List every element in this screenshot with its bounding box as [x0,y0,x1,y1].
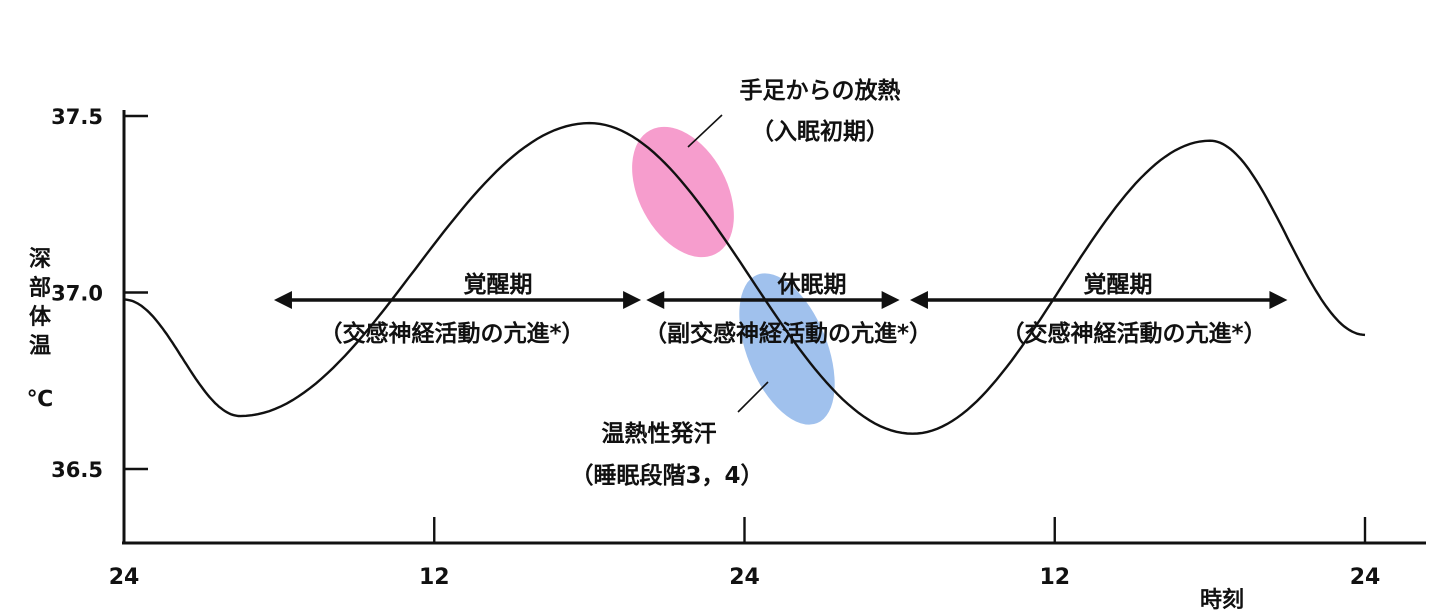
x-tick-label-3: 24 [729,565,760,590]
x-tick-label-4: 12 [1039,565,1070,590]
heat-release-label: 手足からの放熱 [740,77,901,104]
y-axis-char-2: 部 [29,275,51,301]
heat-release-sub: （入眠初期） [751,118,889,145]
y-tick-label-1: 37.5 [51,105,103,129]
phase-note-1: （交感神経活動の亢進*） [319,320,584,347]
phase-arrow-head-left-1 [273,291,292,309]
body-temperature-curve [124,121,1366,435]
phase-label-1: 覚醒期 [464,272,533,298]
y-axis-unit: ℃ [27,387,54,412]
phase-arrow-head-right-1 [623,291,642,309]
heat-release-highlight [632,126,734,258]
y-tick-label-2: 37.0 [51,282,103,306]
sweating-leader [737,381,769,413]
phase-note-2: （副交感神経活動の亢進*） [644,320,932,347]
phase-label-2: 休眠期 [777,272,847,298]
x-tick-label-5: 24 [1350,565,1381,590]
phase-arrow-head-left-3 [909,291,928,309]
y-axis-char-1: 深 [29,247,51,272]
sweating-sub: （睡眠段階3，4） [570,462,763,489]
heat-release-leader [687,114,723,148]
x-axis-title: 時刻 [1200,587,1244,613]
y-axis-char-3: 体 [29,305,52,330]
phase-arrow-head-right-3 [1269,291,1288,309]
x-tick-label-2: 12 [419,565,450,590]
phase-arrow-head-right-2 [881,291,900,309]
phase-label-3: 覚醒期 [1084,272,1153,298]
y-tick-label-3: 36.5 [51,458,103,482]
phase-arrow-head-left-2 [646,291,665,309]
x-tick-label-1: 24 [109,565,140,590]
phase-note-3: （交感神経活動の亢進*） [1001,320,1266,347]
sweating-label: 温熱性発汗 [602,421,717,447]
y-axis-char-4: 温 [29,334,51,359]
